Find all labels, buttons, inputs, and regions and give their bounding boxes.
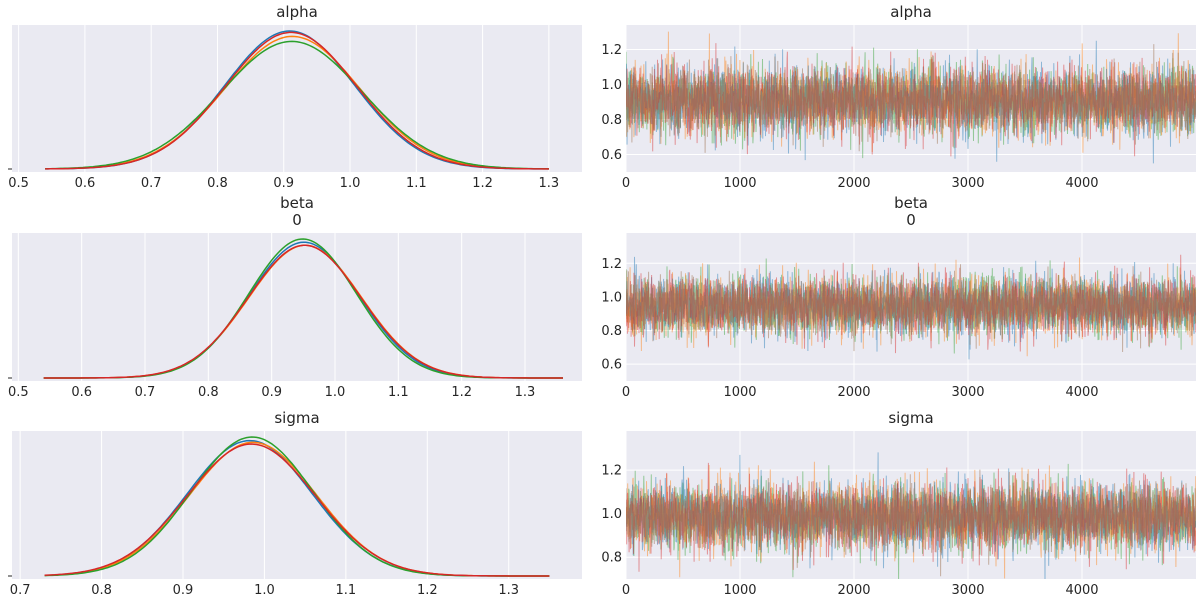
x-tick-label: 4000	[1065, 176, 1098, 191]
x-tick-label: 1.1	[388, 385, 409, 400]
y-tick-label: 0.8	[601, 551, 622, 566]
plot-area	[12, 233, 582, 381]
y-tick-label: 0.8	[601, 324, 622, 339]
x-tick-label: 3000	[951, 385, 984, 400]
x-tick-label: 1.2	[472, 176, 493, 191]
panel-title: 0	[906, 211, 916, 229]
x-tick-label: 3000	[951, 176, 984, 191]
density-panel-4: sigma 0.7 0.8 0.9 1.0 1.1 1.2 1.3	[8, 409, 582, 598]
y-tick-label: 1.0	[601, 290, 622, 305]
x-tick-label: 4000	[1065, 583, 1098, 598]
trace-line-mixed	[626, 469, 1196, 577]
density-curve-chain-3	[44, 443, 550, 577]
x-tick-label: 1000	[723, 385, 756, 400]
panel-title: alpha	[890, 3, 932, 21]
x-tick-label: 1.0	[325, 385, 346, 400]
x-tick-label: 1.2	[417, 583, 438, 598]
x-tick-label: 0.5	[8, 176, 29, 191]
trace-panel-1: alpha 0 1000 2000 3000 4000 0.6 0.8 1.0 1.2	[601, 3, 1196, 191]
trace-panel-5: sigma 0 1000 2000 3000 4000 0.8 1.0 1.2	[601, 409, 1196, 598]
y-tick-label: 1.2	[601, 464, 622, 479]
x-tick-label: 0.6	[75, 176, 96, 191]
panel-title: 0	[292, 211, 302, 229]
x-tick-label: 1.1	[336, 583, 357, 598]
x-tick-label: 0.7	[10, 583, 31, 598]
x-tick-label: 0.6	[71, 385, 92, 400]
x-tick-label: 1.3	[515, 385, 536, 400]
x-tick-label: 0.7	[135, 385, 156, 400]
x-tick-label: 1.1	[406, 176, 427, 191]
panel-title: sigma	[274, 409, 319, 427]
x-tick-label: 1000	[723, 583, 756, 598]
density-curve-chain-3	[43, 244, 563, 379]
plot-area	[12, 25, 582, 172]
x-tick-label: 0	[622, 385, 630, 400]
x-tick-label: 0.9	[273, 176, 294, 191]
panel-title: sigma	[888, 409, 933, 427]
x-tick-label: 1.3	[539, 176, 560, 191]
trace-line-mixed	[626, 264, 1196, 353]
x-tick-label: 2000	[837, 176, 870, 191]
y-tick-label: 0.8	[601, 113, 622, 128]
panel-title: beta	[894, 194, 928, 212]
x-tick-label: 0.9	[173, 583, 194, 598]
x-tick-label: 3000	[951, 583, 984, 598]
x-tick-label: 0.9	[261, 385, 282, 400]
x-tick-label: 0.5	[8, 385, 29, 400]
density-curve-chain-3	[45, 31, 549, 170]
density-panel-0: alpha 0.5 0.6 0.7 0.8 0.9 1.0 1.1 1.2 1.3	[8, 3, 582, 191]
x-tick-label: 1.2	[451, 385, 472, 400]
y-tick-label: 0.6	[601, 358, 622, 373]
x-tick-label: 0	[622, 583, 630, 598]
x-tick-label: 2000	[837, 583, 870, 598]
x-tick-label: 0.8	[207, 176, 228, 191]
x-tick-label: 0.8	[91, 583, 112, 598]
panel-title: alpha	[276, 3, 318, 21]
y-tick-label: 1.0	[601, 507, 622, 522]
x-tick-label: 1.0	[340, 176, 361, 191]
y-tick-label: 1.0	[601, 78, 622, 93]
y-tick-label: 1.2	[601, 257, 622, 272]
x-tick-label: 4000	[1065, 385, 1098, 400]
x-tick-label: 1000	[723, 176, 756, 191]
x-tick-label: 0	[622, 176, 630, 191]
y-tick-label: 0.6	[601, 148, 622, 163]
panel-title: beta	[280, 194, 314, 212]
x-tick-label: 1.3	[498, 583, 519, 598]
x-tick-label: 2000	[837, 385, 870, 400]
trace-line-mixed	[626, 44, 1196, 153]
x-tick-label: 1.0	[254, 583, 275, 598]
x-tick-label: 0.7	[141, 176, 162, 191]
density-curve-chain-2	[45, 40, 549, 170]
x-tick-label: 0.8	[198, 385, 219, 400]
y-tick-label: 1.2	[601, 43, 622, 58]
plot-area	[12, 431, 582, 579]
